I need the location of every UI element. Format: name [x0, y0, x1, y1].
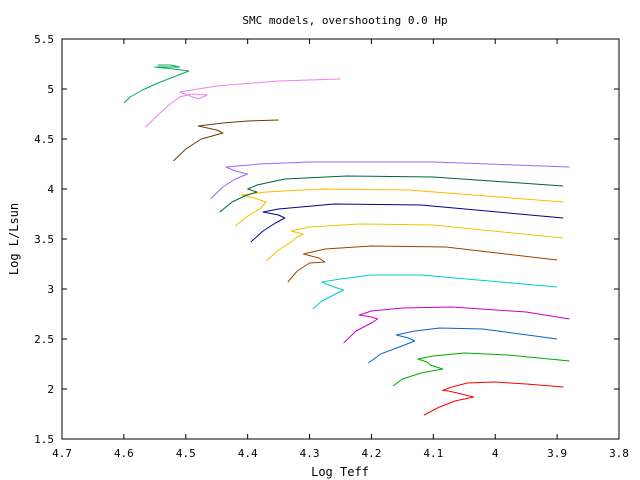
series-line-10 [219, 175, 564, 213]
x-tick-label: 4.2 [362, 447, 382, 460]
x-tick-label: 4.5 [176, 447, 196, 460]
x-tick-label: 4 [492, 447, 499, 460]
x-tick-label: 4.6 [114, 447, 134, 460]
series-line-3 [368, 327, 558, 364]
x-tick-label: 3.9 [547, 447, 567, 460]
x-axis-label: Log Teff [311, 465, 369, 479]
x-tick-label: 3.8 [609, 447, 629, 460]
series-line-9 [234, 188, 564, 227]
series-line-2 [392, 352, 570, 387]
plot-frame [61, 38, 620, 440]
series-line-6 [287, 245, 558, 283]
series-line-13 [145, 78, 341, 128]
y-tick-label: 1.5 [34, 433, 54, 446]
x-tick-label: 4.3 [300, 447, 320, 460]
x-tick-label: 4.1 [423, 447, 443, 460]
y-tick-label: 3.5 [34, 233, 54, 246]
series-line-7 [265, 223, 564, 262]
x-tick-label: 4.7 [52, 447, 72, 460]
y-tick-label: 4.5 [34, 133, 54, 146]
y-axis-label: Log L/Lsun [7, 203, 21, 275]
y-tick-label: 5 [47, 83, 54, 96]
y-tick-label: 5.5 [34, 33, 54, 46]
series-line-12 [173, 119, 279, 162]
y-tick-label: 2 [47, 383, 54, 396]
y-tick-label: 2.5 [34, 333, 54, 346]
series-line-14 [123, 64, 190, 104]
chart-title: SMC models, overshooting 0.0 Hp [242, 14, 447, 27]
series-line-8 [250, 203, 564, 243]
x-tick-label: 4.4 [238, 447, 258, 460]
y-tick-label: 4 [47, 183, 54, 196]
series-group [123, 64, 570, 416]
series-line-5 [312, 274, 558, 310]
series-line-1 [423, 381, 564, 416]
axis-ticks: 4.7 4.6 4.5 4.4 4.3 4.2 4.1 4 3.9 3.8 1.5 2 2.5 3 3.5 4… [34, 33, 629, 460]
series-line-4 [343, 306, 570, 344]
series-line-11 [210, 161, 570, 200]
y-tick-label: 3 [47, 283, 54, 296]
